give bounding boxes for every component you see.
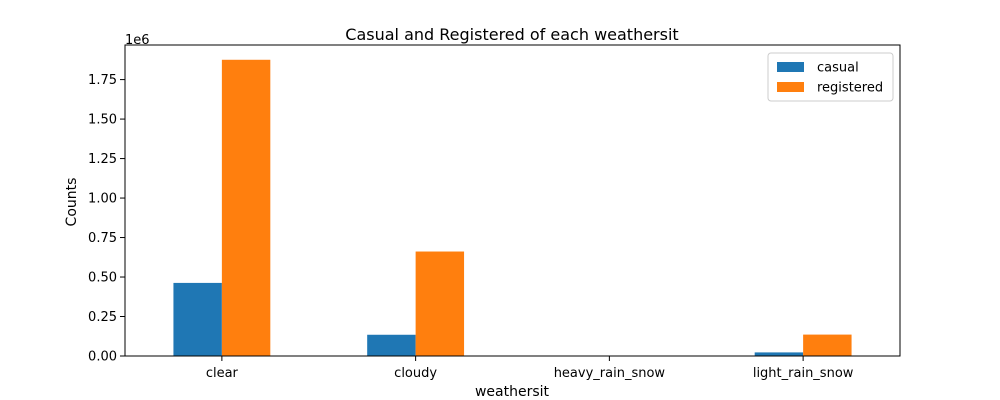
y-tick-label: 1.75 bbox=[88, 73, 117, 88]
legend-swatch-registered bbox=[777, 82, 804, 92]
x-axis-label: weathersit bbox=[475, 384, 550, 400]
bar-registered-light_rain_snow bbox=[803, 334, 852, 356]
y-tick-label: 0.75 bbox=[88, 231, 117, 246]
legend-swatch-casual bbox=[777, 62, 804, 72]
y-tick-label: 0.25 bbox=[88, 310, 117, 325]
y-tick-label: 1.25 bbox=[88, 152, 117, 167]
x-tick-label: cloudy bbox=[394, 366, 437, 381]
plot-frame bbox=[124, 44, 901, 357]
legend-label-casual: casual bbox=[817, 61, 859, 76]
x-tick-label: clear bbox=[206, 366, 239, 381]
bar-casual-clear bbox=[173, 282, 222, 356]
y-offset-text: 1e6 bbox=[125, 33, 150, 48]
bar-registered-cloudy bbox=[415, 251, 465, 356]
x-tick-label: light_rain_snow bbox=[753, 366, 854, 381]
bars-group bbox=[173, 59, 852, 356]
y-axis-label: Counts bbox=[64, 178, 80, 227]
y-axis-ticks: 0.00 0.25 0.50 0.75 1.00 1.25 1.50 1.75 bbox=[88, 73, 125, 365]
bar-registered-clear bbox=[221, 59, 271, 356]
y-tick-label: 1.00 bbox=[88, 192, 117, 207]
chart-title: Casual and Registered of each weathersit bbox=[345, 25, 678, 44]
legend: casual registered bbox=[767, 52, 894, 102]
x-axis-ticks: clear cloudy heavy_rain_snow light_rain_sno… bbox=[206, 356, 854, 381]
y-tick-label: 0.00 bbox=[88, 350, 117, 365]
bar-casual-cloudy bbox=[367, 334, 416, 356]
y-tick-label: 1.50 bbox=[88, 113, 117, 128]
legend-label-registered: registered bbox=[817, 81, 883, 96]
x-tick-label: heavy_rain_snow bbox=[554, 366, 666, 381]
y-tick-label: 0.50 bbox=[88, 271, 117, 286]
bar-casual-light_rain_snow bbox=[754, 352, 804, 356]
